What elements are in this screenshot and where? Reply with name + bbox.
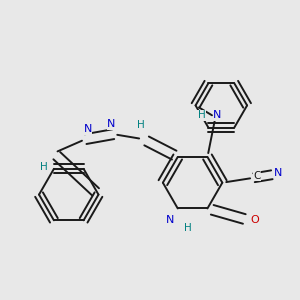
Text: N: N: [274, 168, 282, 178]
Text: C: C: [253, 171, 261, 181]
Text: N: N: [213, 110, 222, 120]
Text: O: O: [250, 215, 260, 225]
Text: H: H: [184, 223, 191, 233]
Text: N: N: [166, 215, 174, 225]
Text: N: N: [83, 124, 92, 134]
Text: H: H: [137, 120, 145, 130]
Text: H: H: [40, 162, 48, 172]
Text: H: H: [198, 110, 206, 120]
Text: N: N: [107, 119, 116, 129]
